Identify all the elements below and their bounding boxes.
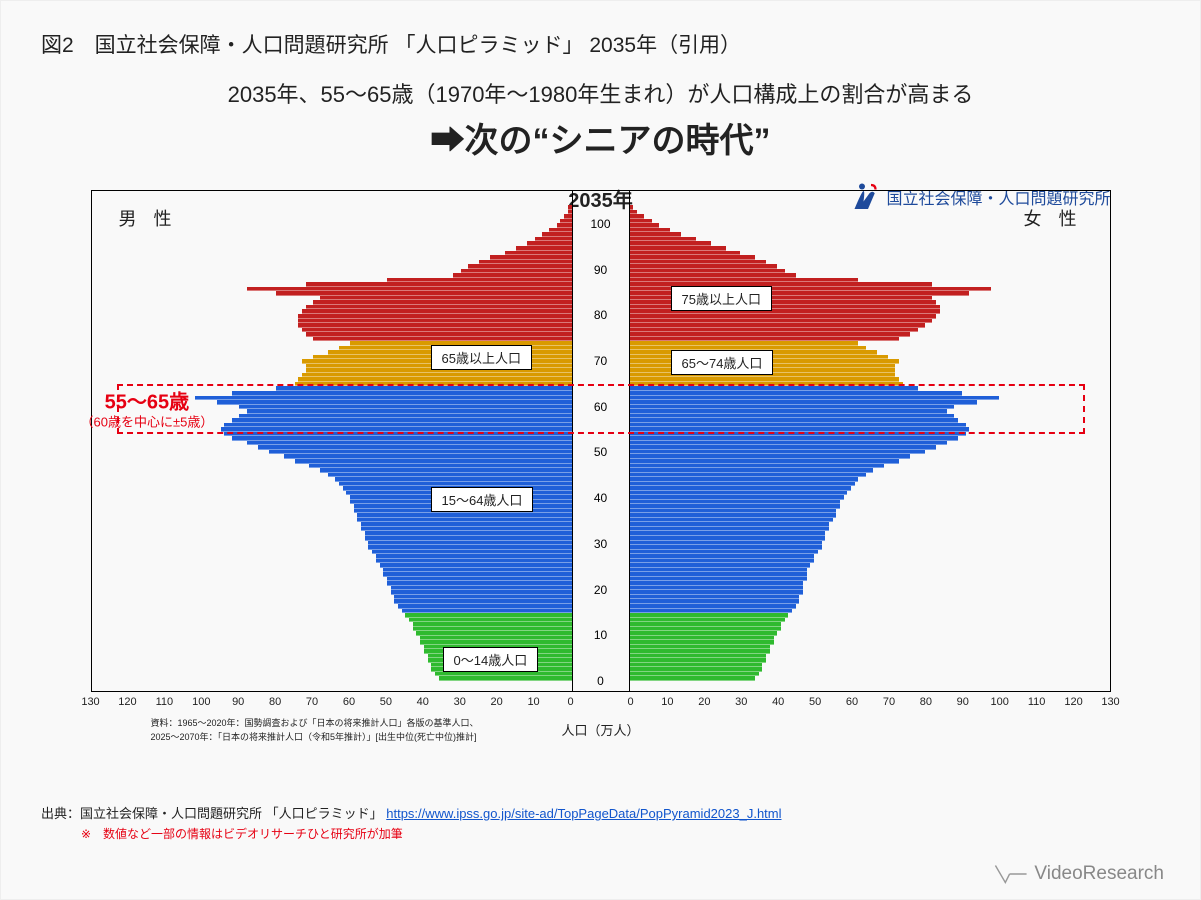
x-tick-female-20: 20 xyxy=(698,696,710,708)
y-tick-100: 100 xyxy=(571,217,631,231)
y-tick-30: 30 xyxy=(571,537,631,551)
x-tick-female-50: 50 xyxy=(809,696,821,708)
pyramid-chart: 2035年 国立社会保障・人口問題研究所 男 性 女 性 01020304050… xyxy=(91,190,1111,743)
slide: 図2 国立社会保障・人口問題研究所 「人口ピラミッド」 2035年（引用） 20… xyxy=(0,0,1201,900)
pop-label-65-74: 65～74歳人口 xyxy=(671,350,774,375)
x-tick-female-70: 70 xyxy=(883,696,895,708)
x-tick-female-40: 40 xyxy=(772,696,784,708)
pop-label-15-64: 15～64歳人口 xyxy=(431,487,534,512)
footer-note: ※ 数値など一部の情報はビデオリサーチひと研究所が加筆 xyxy=(81,827,403,841)
headline: 2035年、55～65歳（1970年～1980年生まれ）が人口構成上の割合が高ま… xyxy=(41,77,1160,162)
x-tick-male-40: 40 xyxy=(417,696,429,708)
male-half xyxy=(91,191,573,691)
x-axis-title: 人口（万人） xyxy=(561,720,639,739)
y-tick-10: 10 xyxy=(571,628,631,642)
brand-text: VideoResearch xyxy=(1034,863,1164,885)
x-tick-female-60: 60 xyxy=(846,696,858,708)
pop-label-75plus: 75歳以上人口 xyxy=(671,286,772,311)
plot-area: 男 性 女 性 0102030405060708090100 55～65歳 （6… xyxy=(91,190,1111,692)
x-tick-male-10: 10 xyxy=(527,696,539,708)
y-tick-70: 70 xyxy=(571,354,631,368)
x-tick-male-100: 100 xyxy=(192,696,210,708)
highlight-sub: （60歳を中心に±5歳） xyxy=(81,414,214,430)
highlight-callout: 55～65歳 （60歳を中心に±5歳） xyxy=(81,390,214,430)
x-tick-female-0: 0 xyxy=(627,696,633,708)
footer: 出典：国立社会保障・人口問題研究所 「人口ピラミッド」 https://www.… xyxy=(41,804,1160,843)
pop-label-0-14: 0～14歳人口 xyxy=(443,647,539,672)
x-tick-female-90: 90 xyxy=(957,696,969,708)
x-tick-male-90: 90 xyxy=(232,696,244,708)
pop-label-65plus-left: 65歳以上人口 xyxy=(431,345,532,370)
highlight-main: 55～65歳 xyxy=(105,391,190,413)
x-tick-male-20: 20 xyxy=(491,696,503,708)
y-tick-40: 40 xyxy=(571,491,631,505)
female-half xyxy=(629,191,1111,691)
y-tick-60: 60 xyxy=(571,400,631,414)
y-tick-0: 0 xyxy=(571,674,631,688)
x-tick-male-80: 80 xyxy=(269,696,281,708)
x-axis: 人口（万人） 001010202030304040505060607070808… xyxy=(91,696,1111,716)
y-tick-50: 50 xyxy=(571,445,631,459)
female-bar-age-0 xyxy=(630,676,756,681)
x-tick-male-120: 120 xyxy=(118,696,136,708)
x-tick-female-30: 30 xyxy=(735,696,747,708)
x-tick-female-10: 10 xyxy=(661,696,673,708)
x-tick-male-110: 110 xyxy=(156,696,174,708)
x-tick-male-0: 0 xyxy=(567,696,573,708)
x-tick-female-80: 80 xyxy=(920,696,932,708)
x-tick-female-110: 110 xyxy=(1028,696,1046,708)
y-tick-90: 90 xyxy=(571,263,631,277)
x-tick-male-70: 70 xyxy=(306,696,318,708)
x-tick-male-60: 60 xyxy=(343,696,355,708)
y-tick-20: 20 xyxy=(571,583,631,597)
x-tick-female-120: 120 xyxy=(1064,696,1082,708)
x-tick-male-50: 50 xyxy=(380,696,392,708)
y-tick-80: 80 xyxy=(571,308,631,322)
headline-line2: ➡次の“シニアの時代” xyxy=(41,113,1160,162)
footer-source-link[interactable]: https://www.ipss.go.jp/site-ad/TopPageDa… xyxy=(386,806,781,821)
x-tick-male-30: 30 xyxy=(454,696,466,708)
brand: VideoResearch xyxy=(994,863,1164,885)
figure-title: 図2 国立社会保障・人口問題研究所 「人口ピラミッド」 2035年（引用） xyxy=(41,29,1160,59)
center-age-axis: 0 10 20 30 40 50 60 70 80 90 100 xyxy=(571,191,631,691)
brand-icon xyxy=(994,863,1028,885)
x-tick-female-130: 130 xyxy=(1101,696,1119,708)
x-tick-male-130: 130 xyxy=(81,696,99,708)
x-tick-female-100: 100 xyxy=(991,696,1009,708)
male-bar-age-0 xyxy=(439,676,572,681)
headline-line1: 2035年、55～65歳（1970年～1980年生まれ）が人口構成上の割合が高ま… xyxy=(41,77,1160,109)
footer-source-prefix: 出典：国立社会保障・人口問題研究所 「人口ピラミッド」 xyxy=(41,806,386,821)
